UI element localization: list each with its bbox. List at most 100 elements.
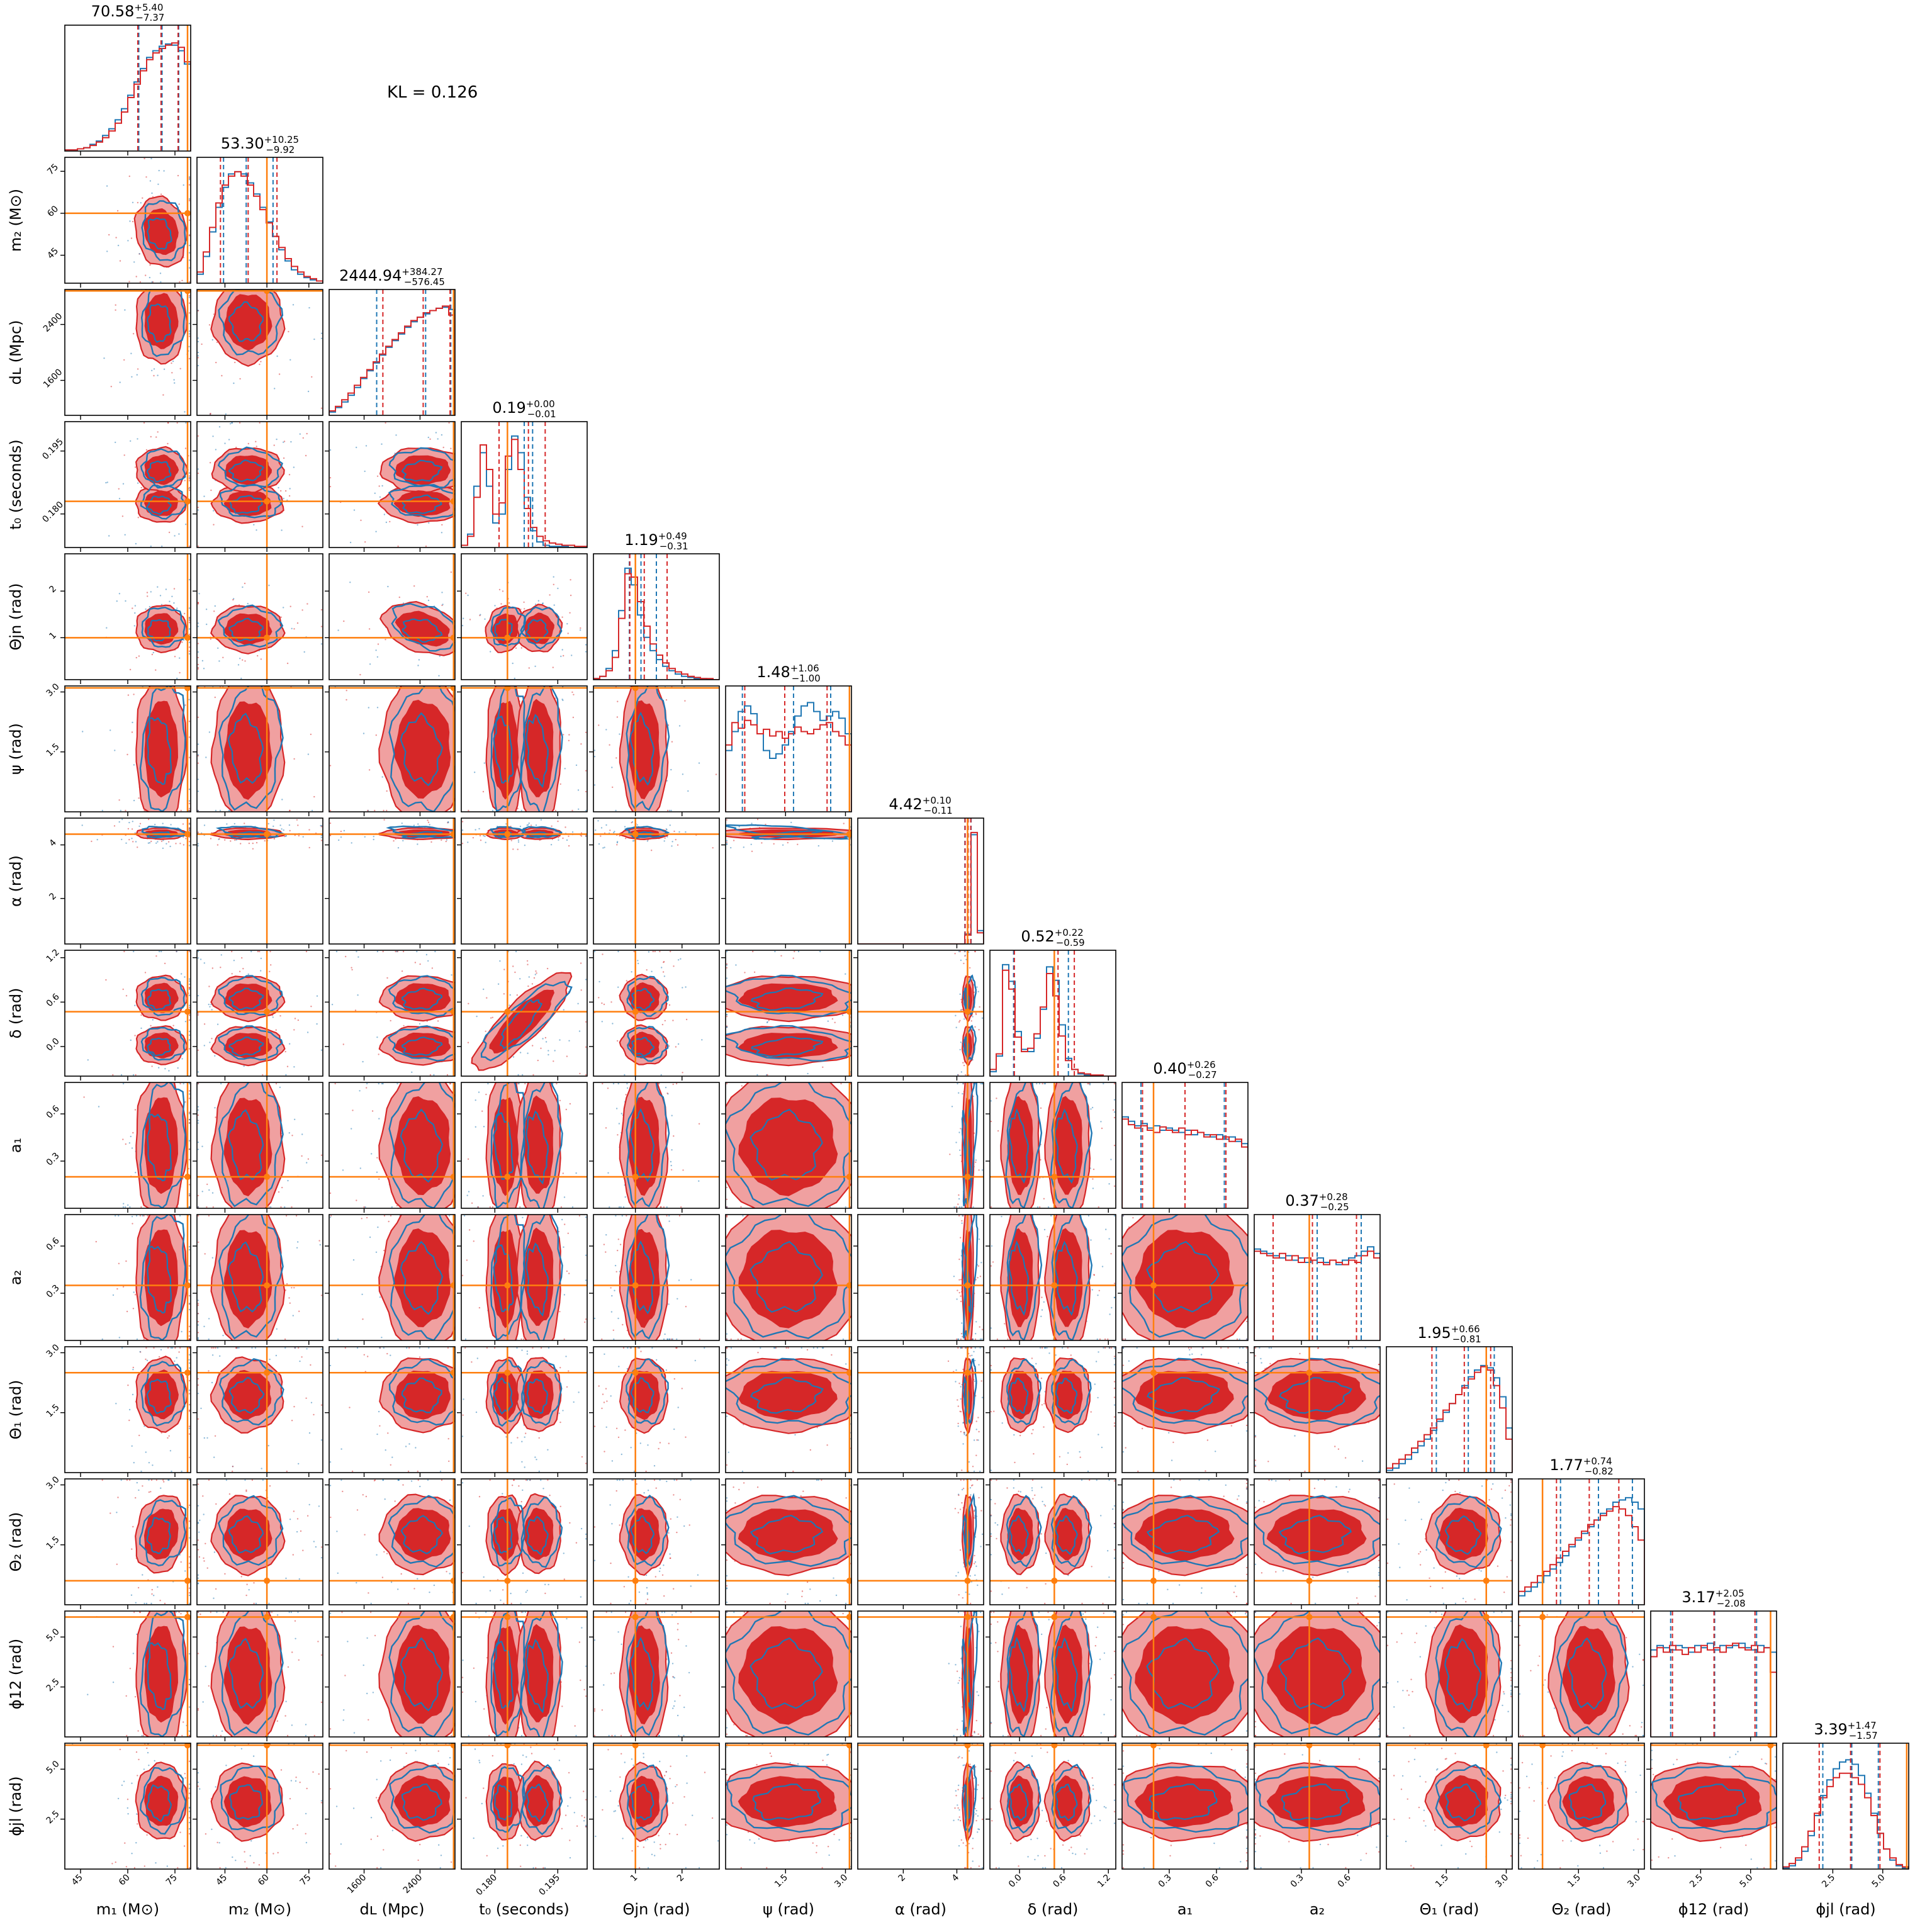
truth-marker <box>504 1008 511 1015</box>
sample-point <box>418 1023 421 1025</box>
truth-marker <box>1051 1174 1058 1180</box>
panel-frame <box>725 1082 852 1209</box>
sample-point <box>675 1082 678 1085</box>
sample-point <box>157 431 159 433</box>
sample-point <box>661 1023 664 1026</box>
sample-point <box>624 826 626 828</box>
sample-point <box>427 436 429 439</box>
sample-point <box>214 696 216 699</box>
sample-point <box>662 971 665 973</box>
sample-point <box>188 628 191 630</box>
sample-point <box>197 743 199 745</box>
sample-point <box>334 1082 336 1085</box>
sample-point <box>294 1118 296 1120</box>
sample-point <box>289 488 291 490</box>
sample-point <box>188 829 191 831</box>
sample-point <box>218 838 220 840</box>
sample-point <box>484 618 486 620</box>
sample-point <box>115 1215 116 1217</box>
sample-point <box>761 842 763 844</box>
sample-point <box>103 357 105 359</box>
sample-point <box>549 594 551 596</box>
contour-blue <box>1005 1215 1043 1340</box>
sample-point <box>568 1272 570 1274</box>
sample-point <box>956 1298 958 1300</box>
sample-point <box>522 1074 524 1076</box>
sample-point <box>283 835 286 838</box>
contour-blue <box>388 686 455 812</box>
sample-point <box>614 1264 617 1267</box>
sample-point <box>188 357 191 360</box>
summary-title-t0: 0.19+0.00 −0.01 <box>492 398 556 420</box>
contour-blue <box>147 303 172 343</box>
sample-point <box>585 731 587 733</box>
sample-point <box>401 970 403 972</box>
panel-frame <box>329 950 456 1077</box>
sample-point <box>106 481 108 483</box>
sample-point <box>256 841 258 844</box>
sample-point <box>167 1437 169 1439</box>
sample-point <box>467 1042 469 1043</box>
sample-point <box>386 790 388 792</box>
sample-point <box>174 1347 176 1349</box>
sample-point <box>962 1092 963 1095</box>
sample-point <box>165 588 167 590</box>
sample-point <box>963 1064 965 1067</box>
contour-blue <box>525 831 550 838</box>
sample-point <box>468 1229 471 1231</box>
sample-point <box>121 818 123 821</box>
sample-point <box>132 1366 134 1369</box>
sample-point <box>446 1074 449 1076</box>
sample-point <box>520 647 522 649</box>
sample-point <box>197 790 199 792</box>
sample-point <box>566 623 568 625</box>
sample-point <box>569 612 571 614</box>
sample-point <box>188 1303 191 1305</box>
sample-point <box>278 486 279 489</box>
sample-point <box>678 1279 680 1281</box>
contour-blue <box>493 1112 514 1180</box>
sample-point <box>214 1107 216 1109</box>
contour-blue <box>490 686 525 812</box>
sample-point <box>1036 1206 1039 1208</box>
pair-psi-vs-thjn <box>589 685 720 816</box>
sample-point <box>197 355 199 357</box>
sample-point <box>197 472 199 475</box>
contour-blue <box>141 606 186 648</box>
sample-point <box>143 1338 145 1340</box>
truth-marker <box>504 634 511 641</box>
sample-point <box>559 783 561 785</box>
sample-point <box>132 1393 134 1396</box>
sample-point <box>242 968 244 970</box>
sample-point <box>306 1162 308 1164</box>
sample-point <box>179 1082 181 1085</box>
sample-point <box>127 694 130 696</box>
sample-point <box>233 960 235 962</box>
sample-point <box>612 1023 614 1025</box>
sample-point <box>143 157 145 160</box>
sample-point <box>135 1074 137 1076</box>
sample-point <box>188 1093 191 1095</box>
sample-point <box>213 610 215 612</box>
sample-point <box>116 600 118 602</box>
sample-point <box>571 691 573 694</box>
sample-point <box>132 1308 135 1310</box>
sample-point <box>181 973 183 975</box>
sample-point <box>197 950 199 953</box>
sample-point <box>210 638 211 640</box>
sample-point <box>283 497 284 500</box>
sample-point <box>155 842 157 844</box>
sample-point <box>357 956 359 958</box>
sample-point <box>177 1067 179 1069</box>
sample-point <box>197 778 199 780</box>
sample-point <box>605 1251 607 1253</box>
truth-marker <box>964 1008 971 1015</box>
sample-point <box>465 592 467 594</box>
contour-blue <box>520 1215 563 1340</box>
sample-point <box>197 357 199 359</box>
sample-point <box>364 1206 366 1208</box>
sample-point <box>669 824 671 826</box>
sample-point <box>110 386 112 388</box>
